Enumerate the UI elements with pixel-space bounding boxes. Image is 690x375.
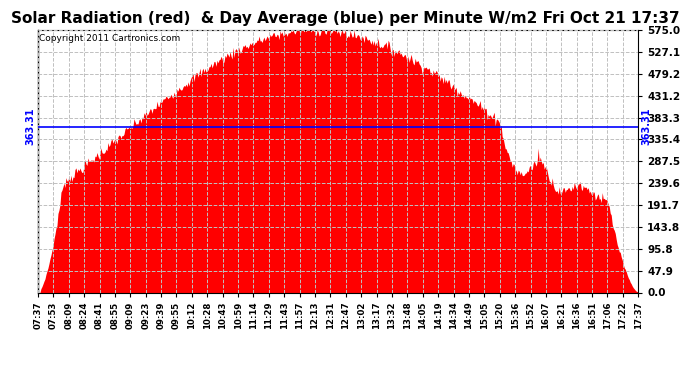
Text: 363.31: 363.31 [25,108,35,146]
Text: Copyright 2011 Cartronics.com: Copyright 2011 Cartronics.com [39,34,180,43]
Text: Solar Radiation (red)  & Day Average (blue) per Minute W/m2 Fri Oct 21 17:37: Solar Radiation (red) & Day Average (blu… [10,11,680,26]
Text: 363.31: 363.31 [641,108,651,146]
